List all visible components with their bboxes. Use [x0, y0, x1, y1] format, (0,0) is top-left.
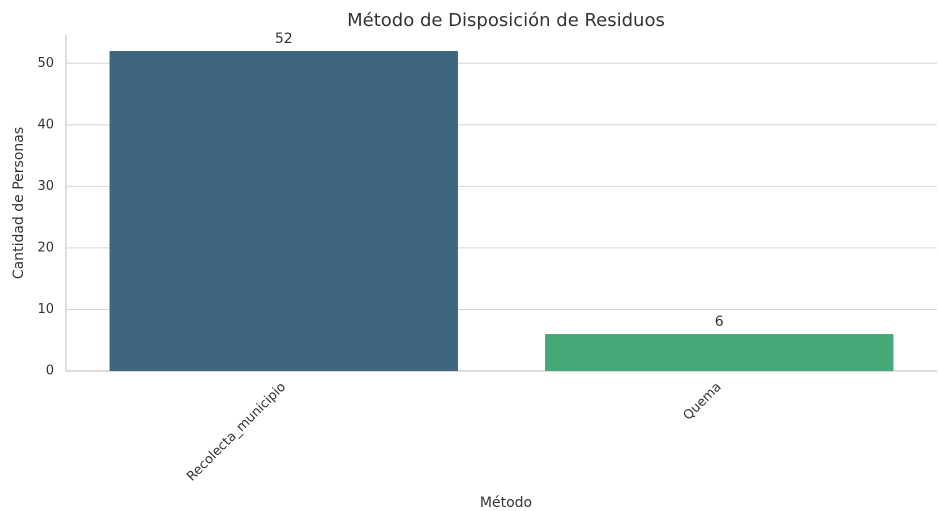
y-tick-label: 50 — [37, 56, 54, 71]
y-tick-label: 20 — [37, 240, 54, 255]
value-label: 6 — [715, 314, 724, 330]
value-label: 52 — [275, 31, 293, 47]
y-tick-label: 0 — [46, 364, 54, 379]
x-tick-label: Recolecta_municipio — [184, 380, 289, 485]
chart-title: Método de Disposición de Residuos — [347, 10, 665, 31]
y-axis-label: Cantidad de Personas — [11, 127, 27, 279]
x-tick-label: Quema — [681, 380, 725, 424]
y-tick-label: 10 — [37, 302, 54, 317]
bar — [109, 51, 458, 371]
bar — [545, 334, 894, 371]
y-tick-label: 30 — [37, 179, 54, 194]
x-axis-label: Método — [480, 495, 532, 511]
y-tick-label: 40 — [37, 117, 54, 132]
